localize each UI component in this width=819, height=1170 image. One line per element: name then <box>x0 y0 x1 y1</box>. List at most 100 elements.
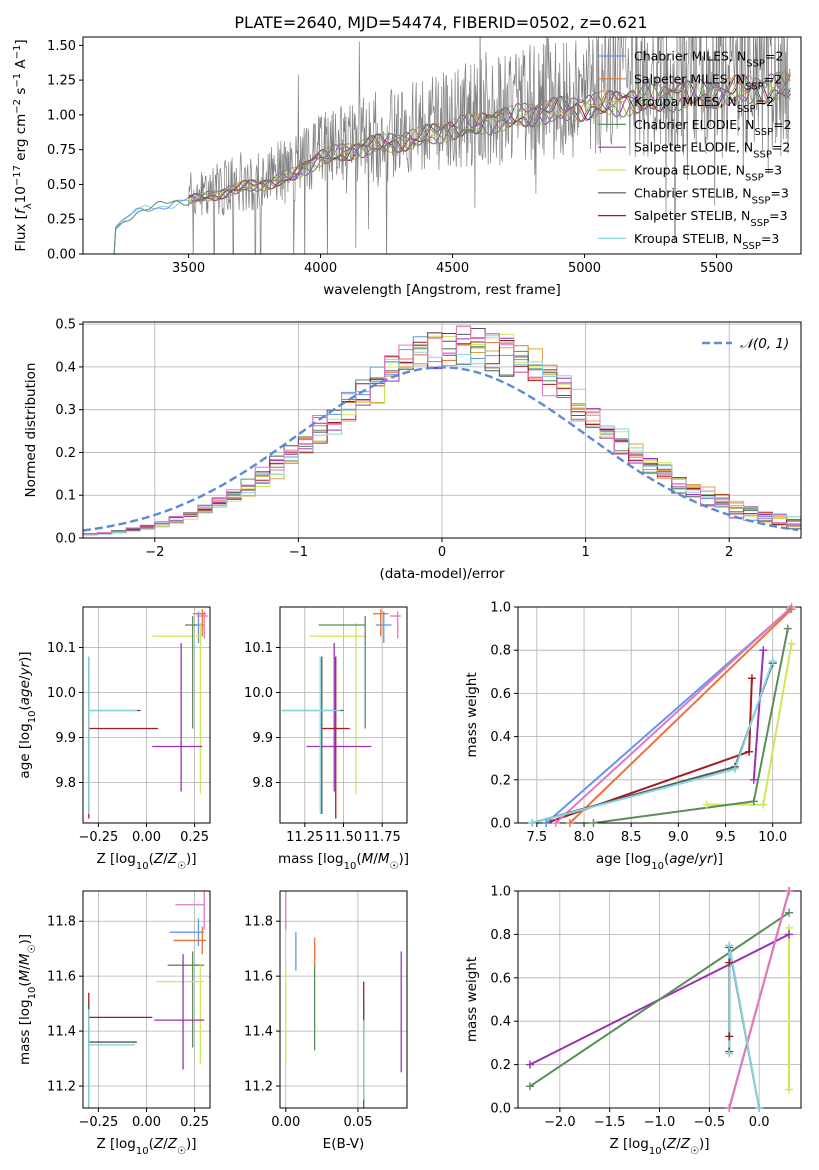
residuals-xtick-label: 0 <box>438 545 446 560</box>
mass-age-xtick-label: 11.25 <box>286 830 323 845</box>
age-weight-xtick-label: 9.0 <box>668 830 689 845</box>
residuals-plot <box>83 324 801 536</box>
spectrum-ytick-label: 0.00 <box>47 248 76 263</box>
Z-weight-xtick-label: −1.0 <box>644 1115 676 1130</box>
ebv-mass-ytick-label: 11.6 <box>244 970 273 985</box>
residuals-panel: −2 −1 0 1 2 0.0 0.1 0.2 0.3 0.4 0.5 (data-model)/er… <box>23 318 802 582</box>
Z-weight-ylabel: mass weight <box>464 957 480 1042</box>
mass-age-ytick-label: 9.8 <box>252 776 273 791</box>
Z-mass-ytick-label: 11.4 <box>47 1025 76 1040</box>
spectrum-xtick-label: 5500 <box>700 261 733 276</box>
mass-age-ytick-label: 10.0 <box>244 686 273 701</box>
spectrum-xtick-label: 4000 <box>304 261 337 276</box>
residual-legend: 𝒩(0, 1) <box>702 336 789 352</box>
mass-age-ytick-label: 10.1 <box>244 641 273 656</box>
Z-mass-xtick-label: −0.25 <box>78 1115 118 1130</box>
legend-label: Chabrier ELODIE, NSSP=2 <box>634 117 792 138</box>
Z-age-plot <box>88 609 209 819</box>
Z-weight-xtick-label: −2.0 <box>544 1115 576 1130</box>
Z-age-xtick-label: −0.25 <box>78 830 118 845</box>
Z-weight-xtick-label: −0.5 <box>694 1115 726 1130</box>
Z-mass-plot <box>88 891 207 1108</box>
residuals-xtick-label: 1 <box>581 545 589 560</box>
spectrum-frame <box>82 36 802 255</box>
Z-age-panel: −0.25 0.00 0.25 9.8 9.9 10.0 10.1 Z [log10(Z/Z☉… <box>17 606 211 872</box>
ebv-mass-plot <box>285 891 402 1108</box>
residuals-ytick-label: 0.3 <box>55 403 76 418</box>
age-weight-line-sm <box>569 608 793 823</box>
Z-weight-ytick-label: 1.0 <box>490 885 511 900</box>
mass-age-xtick-label: 11.50 <box>325 830 362 845</box>
legend-label: Chabrier STELIB, NSSP=3 <box>634 185 789 206</box>
legend-label: Kroupa STELIB, NSSP=3 <box>634 231 779 252</box>
Z-age-ytick-label: 9.9 <box>55 731 76 746</box>
Z-weight-plot <box>529 891 790 1108</box>
spectrum-ytick-label: 1.25 <box>47 74 76 89</box>
residuals-ylabel: Normed distribution <box>23 363 39 498</box>
legend-label: Kroupa ELODIE, NSSP=3 <box>634 163 782 184</box>
spectrum-ylabel: Flux [fλ10−17 erg cm−2 s−1 A−1] <box>12 39 34 251</box>
age-weight-ylabel: mass weight <box>464 672 480 757</box>
age-weight-plot <box>531 607 793 823</box>
Z-mass-ytick-label: 11.6 <box>47 970 76 985</box>
Z-weight-panel: −2.0 −1.5 −1.0 −0.5 0.0 0.0 0.2 0.4 0.6 0.8 1.0 Z [… <box>464 885 802 1157</box>
Z-mass-panel: −0.25 0.00 0.25 11.2 11.4 11.6 11.8 Z [log10(Z/… <box>17 890 211 1157</box>
Z-weight-line-ce <box>529 911 790 1088</box>
Z-weight-line-ks <box>728 945 761 1108</box>
Z-mass-xtick-label: 0.25 <box>180 1115 209 1130</box>
mass-age-panel: 11.25 11.50 11.75 9.8 9.9 10.0 10.1 mass [log10… <box>244 606 409 872</box>
Z-age-xlabel: Z [log10(Z/Z☉)] <box>96 851 196 872</box>
age-weight-line-se <box>752 650 765 780</box>
spectrum-ytick-label: 0.50 <box>47 178 76 193</box>
age-weight-xtick-label: 7.5 <box>527 830 548 845</box>
age-weight-xtick-label: 8.5 <box>621 830 642 845</box>
ebv-mass-ytick-label: 11.4 <box>244 1025 273 1040</box>
residual-hist-ks <box>83 335 801 536</box>
spectrum-data-line <box>188 37 791 254</box>
Z-weight-ytick-label: 0.6 <box>490 971 511 986</box>
ebv-mass-xtick-label: 0.05 <box>343 1115 372 1130</box>
spectrum-ytick-label: 0.75 <box>47 143 76 158</box>
Z-weight-ytick-label: 0.2 <box>490 1058 511 1073</box>
residuals-ytick-label: 0.1 <box>55 489 76 504</box>
spectrum-xtick-label: 5000 <box>568 261 601 276</box>
spectrum-ytick-label: 1.00 <box>47 108 76 123</box>
ebv-mass-xtick-label: 0.00 <box>271 1115 300 1130</box>
Z-weight-xtick-label: −1.5 <box>594 1115 626 1130</box>
ebv-mass-ytick-label: 11.2 <box>244 1080 273 1095</box>
age-weight-ytick-label: 0.0 <box>490 817 511 832</box>
legend-label: Salpeter MILES, NSSP=2 <box>634 71 782 92</box>
Z-mass-ytick-label: 11.8 <box>47 915 76 930</box>
Z-age-xtick-label: 0.25 <box>180 830 209 845</box>
legend-label: Kroupa MILES, NSSP=2 <box>634 94 774 115</box>
residuals-ytick-label: 0.4 <box>55 360 76 375</box>
age-weight-ytick-label: 0.8 <box>490 644 511 659</box>
mass-age-xtick-label: 11.75 <box>364 830 401 845</box>
ebv-mass-ytick-label: 11.8 <box>244 915 273 930</box>
spectrum-xtick-label: 4500 <box>436 261 469 276</box>
ebv-mass-xlabel: E(B-V) <box>323 1136 365 1152</box>
normal-legend-label: 𝒩(0, 1) <box>740 336 789 352</box>
age-weight-line-ks <box>531 660 774 823</box>
spectrum-title: PLATE=2640, MJD=54474, FIBERID=0502, z=0… <box>234 13 647 32</box>
Z-weight-ytick-label: 0.0 <box>490 1102 511 1117</box>
Z-age-ylabel: age [log10(age/yr)] <box>17 651 38 778</box>
mass-age-plot <box>281 609 401 819</box>
residual-hist-pink <box>83 326 801 535</box>
Z-weight-ytick-label: 0.4 <box>490 1015 511 1030</box>
age-weight-xtick-label: 8.0 <box>574 830 595 845</box>
ebv-mass-panel: 0.00 0.05 11.2 11.4 11.6 11.8 E(B-V) <box>244 890 408 1152</box>
age-weight-xtick-label: 10.0 <box>758 830 787 845</box>
Z-weight-xtick-label: 0.0 <box>749 1115 770 1130</box>
legend-label: Salpeter ELODIE, NSSP=2 <box>634 140 790 161</box>
Z-weight-ytick-label: 0.8 <box>490 928 511 943</box>
age-weight-ytick-label: 0.4 <box>490 730 511 745</box>
mass-age-xlabel: mass [log10(M/M☉)] <box>278 851 409 872</box>
legend-label: Chabrier MILES, NSSP=2 <box>634 49 783 70</box>
residuals-xlabel: (data-model)/error <box>379 566 505 582</box>
residuals-xtick-label: 2 <box>725 545 733 560</box>
normal-curve <box>83 366 799 532</box>
age-weight-xtick-label: 9.5 <box>715 830 736 845</box>
